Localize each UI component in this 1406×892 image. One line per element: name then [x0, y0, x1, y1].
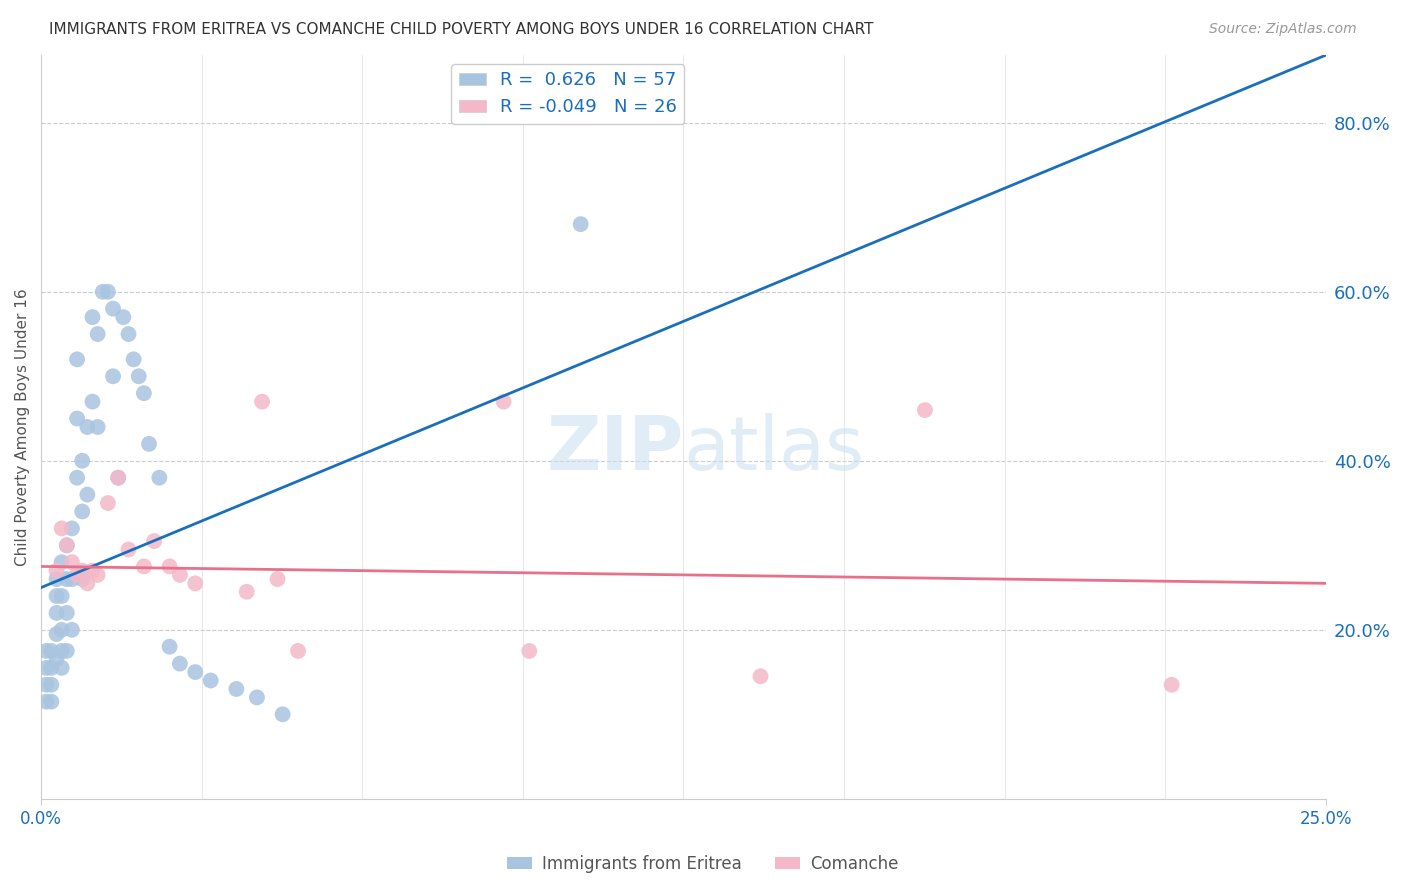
Point [45, 627, 67, 641]
Point [1160, 678, 1182, 692]
Point [35, 644, 58, 658]
Point [82, 394, 104, 409]
Text: IMMIGRANTS FROM ERITREA VS COMANCHE CHILD POVERTY AMONG BOYS UNDER 16 CORRELATIO: IMMIGRANTS FROM ERITREA VS COMANCHE CHIL… [49, 22, 873, 37]
Point [35, 678, 58, 692]
Point [76, 420, 98, 434]
Point [107, 471, 129, 485]
Point [97, 285, 120, 299]
Point [184, 665, 207, 679]
Legend: R =  0.626   N = 57, R = -0.049   N = 26: R = 0.626 N = 57, R = -0.049 N = 26 [451, 64, 685, 124]
Point [51, 644, 73, 658]
Point [66, 411, 89, 425]
Point [60, 521, 83, 535]
Point [266, 572, 288, 586]
Point [70, 504, 93, 518]
Point [246, 690, 269, 705]
Point [82, 564, 104, 578]
Point [56, 644, 79, 658]
Point [235, 584, 257, 599]
Point [148, 471, 170, 485]
Point [128, 369, 150, 384]
Point [82, 310, 104, 325]
Point [132, 559, 155, 574]
Point [138, 437, 160, 451]
Point [56, 606, 79, 620]
Point [51, 589, 73, 603]
Point [86, 567, 108, 582]
Point [45, 564, 67, 578]
Point [41, 661, 63, 675]
Point [45, 606, 67, 620]
Point [51, 555, 73, 569]
Text: atlas: atlas [683, 413, 865, 486]
Text: Source: ZipAtlas.com: Source: ZipAtlas.com [1209, 22, 1357, 37]
Point [41, 644, 63, 658]
Point [749, 669, 772, 683]
Point [51, 521, 73, 535]
Point [107, 471, 129, 485]
Point [70, 454, 93, 468]
Point [45, 589, 67, 603]
Point [287, 644, 309, 658]
Point [60, 623, 83, 637]
Legend: Immigrants from Eritrea, Comanche: Immigrants from Eritrea, Comanche [501, 848, 905, 880]
Point [41, 678, 63, 692]
Point [250, 394, 273, 409]
Point [271, 707, 294, 722]
Point [70, 572, 93, 586]
Point [76, 487, 98, 501]
Point [56, 538, 79, 552]
Point [51, 623, 73, 637]
Point [117, 542, 139, 557]
Point [569, 217, 592, 231]
Point [66, 471, 89, 485]
Point [200, 673, 222, 688]
Point [492, 394, 515, 409]
Point [60, 572, 83, 586]
Point [45, 652, 67, 666]
Point [112, 310, 135, 325]
Point [517, 644, 540, 658]
Point [45, 572, 67, 586]
Point [159, 640, 181, 654]
Point [51, 661, 73, 675]
Point [35, 695, 58, 709]
Y-axis label: Child Poverty Among Boys Under 16: Child Poverty Among Boys Under 16 [15, 288, 30, 566]
Point [101, 369, 124, 384]
Point [143, 534, 166, 549]
Point [91, 285, 114, 299]
Point [225, 681, 247, 696]
Point [169, 567, 191, 582]
Point [159, 559, 181, 574]
Point [76, 576, 98, 591]
Point [70, 564, 93, 578]
Point [86, 420, 108, 434]
Point [66, 352, 89, 367]
Point [35, 661, 58, 675]
Point [41, 695, 63, 709]
Point [169, 657, 191, 671]
Point [914, 403, 936, 417]
Point [101, 301, 124, 316]
Point [97, 496, 120, 510]
Point [86, 326, 108, 341]
Point [132, 386, 155, 401]
Point [184, 576, 207, 591]
Point [56, 572, 79, 586]
Point [60, 555, 83, 569]
Point [122, 352, 145, 367]
Point [66, 567, 89, 582]
Point [117, 326, 139, 341]
Point [56, 538, 79, 552]
Text: ZIP: ZIP [546, 413, 683, 486]
